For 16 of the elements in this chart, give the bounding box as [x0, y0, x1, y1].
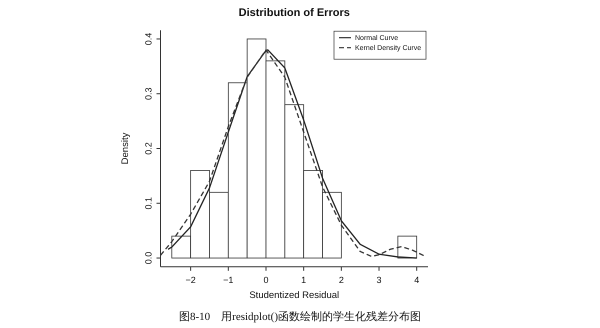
x-tick-label: 4 — [414, 274, 420, 285]
y-axis-title: Density — [120, 132, 131, 164]
chart-title: Distribution of Errors — [238, 7, 350, 19]
x-axis-title: Studentized Residual — [249, 290, 340, 301]
x-tick-label: 1 — [301, 274, 306, 285]
x-tick-label: −2 — [186, 274, 196, 285]
x-tick-label: 2 — [338, 274, 344, 285]
x-tick-label: −1 — [223, 274, 234, 285]
y-tick-label: 0.1 — [144, 197, 154, 210]
y-tick-label: 0.3 — [144, 87, 154, 100]
x-tick-label: 3 — [376, 274, 382, 285]
y-tick-label: 0.2 — [144, 142, 154, 155]
y-tick-label: 0.4 — [144, 32, 154, 46]
x-tick-label: 0 — [263, 274, 268, 285]
y-tick-label: 0.0 — [144, 252, 154, 264]
caption: 图8-10 用residplot()函数绘制的学生化残差分布图 — [179, 310, 421, 323]
